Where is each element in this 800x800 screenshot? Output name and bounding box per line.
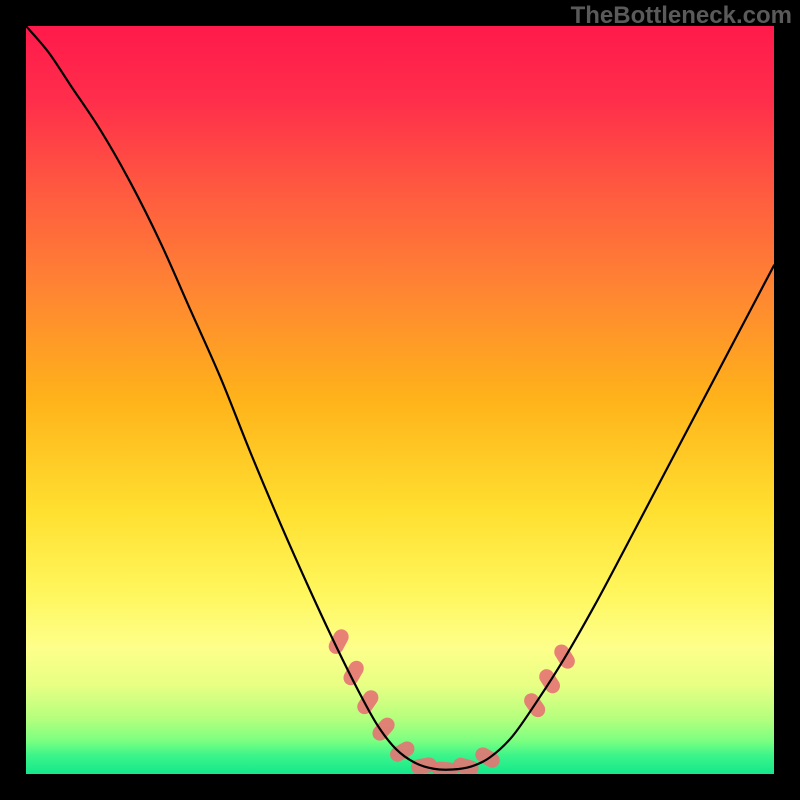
bottleneck-chart	[26, 26, 774, 774]
gradient-background	[26, 26, 774, 774]
watermark-text: TheBottleneck.com	[571, 2, 792, 30]
chart-frame: TheBottleneck.com	[0, 0, 800, 800]
